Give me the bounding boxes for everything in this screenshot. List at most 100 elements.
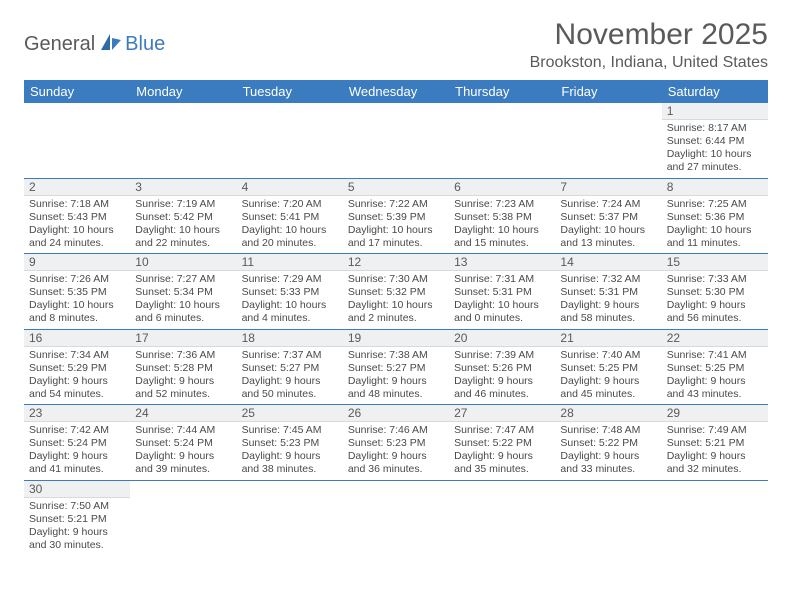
day-content: Sunrise: 7:48 AMSunset: 5:22 PMDaylight:… (555, 422, 661, 480)
week-row: 2Sunrise: 7:18 AMSunset: 5:43 PMDaylight… (24, 178, 768, 254)
day-content: Sunrise: 7:23 AMSunset: 5:38 PMDaylight:… (449, 196, 555, 254)
day-content: Sunrise: 7:41 AMSunset: 5:25 PMDaylight:… (662, 347, 768, 405)
day-number: 18 (237, 330, 343, 347)
day-cell: 16Sunrise: 7:34 AMSunset: 5:29 PMDayligh… (24, 329, 130, 405)
header: General Blue November 2025 Brookston, In… (24, 18, 768, 72)
day-cell: 17Sunrise: 7:36 AMSunset: 5:28 PMDayligh… (130, 329, 236, 405)
day-content: Sunrise: 7:50 AMSunset: 5:21 PMDaylight:… (24, 498, 130, 556)
day-number: 20 (449, 330, 555, 347)
day-number: 5 (343, 179, 449, 196)
day-cell (343, 480, 449, 555)
weekday-header-row: Sunday Monday Tuesday Wednesday Thursday… (24, 80, 768, 103)
day-cell: 11Sunrise: 7:29 AMSunset: 5:33 PMDayligh… (237, 254, 343, 330)
day-number: 26 (343, 405, 449, 422)
day-number: 21 (555, 330, 661, 347)
day-number: 19 (343, 330, 449, 347)
day-content: Sunrise: 7:32 AMSunset: 5:31 PMDaylight:… (555, 271, 661, 329)
day-number: 2 (24, 179, 130, 196)
day-number: 14 (555, 254, 661, 271)
day-cell (555, 103, 661, 178)
weekday-header: Tuesday (237, 80, 343, 103)
day-cell: 2Sunrise: 7:18 AMSunset: 5:43 PMDaylight… (24, 178, 130, 254)
day-number: 9 (24, 254, 130, 271)
day-cell (130, 480, 236, 555)
day-number: 6 (449, 179, 555, 196)
day-cell (237, 480, 343, 555)
day-cell: 13Sunrise: 7:31 AMSunset: 5:31 PMDayligh… (449, 254, 555, 330)
day-content: Sunrise: 7:44 AMSunset: 5:24 PMDaylight:… (130, 422, 236, 480)
week-row: 9Sunrise: 7:26 AMSunset: 5:35 PMDaylight… (24, 254, 768, 330)
day-cell (130, 103, 236, 178)
weekday-header: Friday (555, 80, 661, 103)
day-content: Sunrise: 7:18 AMSunset: 5:43 PMDaylight:… (24, 196, 130, 254)
day-cell: 14Sunrise: 7:32 AMSunset: 5:31 PMDayligh… (555, 254, 661, 330)
day-cell (449, 103, 555, 178)
day-number: 25 (237, 405, 343, 422)
logo-text-2: Blue (125, 33, 165, 56)
day-cell: 29Sunrise: 7:49 AMSunset: 5:21 PMDayligh… (662, 405, 768, 481)
day-number: 27 (449, 405, 555, 422)
week-row: 16Sunrise: 7:34 AMSunset: 5:29 PMDayligh… (24, 329, 768, 405)
day-number: 15 (662, 254, 768, 271)
day-number: 28 (555, 405, 661, 422)
day-content: Sunrise: 7:42 AMSunset: 5:24 PMDaylight:… (24, 422, 130, 480)
title-block: November 2025 Brookston, Indiana, United… (530, 18, 768, 72)
day-number: 4 (237, 179, 343, 196)
day-cell: 19Sunrise: 7:38 AMSunset: 5:27 PMDayligh… (343, 329, 449, 405)
day-cell: 24Sunrise: 7:44 AMSunset: 5:24 PMDayligh… (130, 405, 236, 481)
weekday-header: Thursday (449, 80, 555, 103)
day-number: 12 (343, 254, 449, 271)
day-content: Sunrise: 7:46 AMSunset: 5:23 PMDaylight:… (343, 422, 449, 480)
day-cell: 3Sunrise: 7:19 AMSunset: 5:42 PMDaylight… (130, 178, 236, 254)
day-number: 30 (24, 481, 130, 498)
day-cell: 26Sunrise: 7:46 AMSunset: 5:23 PMDayligh… (343, 405, 449, 481)
day-content: Sunrise: 7:19 AMSunset: 5:42 PMDaylight:… (130, 196, 236, 254)
day-cell: 15Sunrise: 7:33 AMSunset: 5:30 PMDayligh… (662, 254, 768, 330)
day-content: Sunrise: 7:37 AMSunset: 5:27 PMDaylight:… (237, 347, 343, 405)
day-content: Sunrise: 7:29 AMSunset: 5:33 PMDaylight:… (237, 271, 343, 329)
day-content: Sunrise: 7:34 AMSunset: 5:29 PMDaylight:… (24, 347, 130, 405)
day-cell (662, 480, 768, 555)
day-cell: 21Sunrise: 7:40 AMSunset: 5:25 PMDayligh… (555, 329, 661, 405)
day-number: 16 (24, 330, 130, 347)
day-cell: 27Sunrise: 7:47 AMSunset: 5:22 PMDayligh… (449, 405, 555, 481)
week-row: 23Sunrise: 7:42 AMSunset: 5:24 PMDayligh… (24, 405, 768, 481)
day-content: Sunrise: 7:22 AMSunset: 5:39 PMDaylight:… (343, 196, 449, 254)
day-cell: 8Sunrise: 7:25 AMSunset: 5:36 PMDaylight… (662, 178, 768, 254)
weekday-header: Saturday (662, 80, 768, 103)
day-content: Sunrise: 7:26 AMSunset: 5:35 PMDaylight:… (24, 271, 130, 329)
day-number: 11 (237, 254, 343, 271)
day-cell: 7Sunrise: 7:24 AMSunset: 5:37 PMDaylight… (555, 178, 661, 254)
day-number: 23 (24, 405, 130, 422)
day-content: Sunrise: 7:47 AMSunset: 5:22 PMDaylight:… (449, 422, 555, 480)
day-content: Sunrise: 8:17 AMSunset: 6:44 PMDaylight:… (662, 120, 768, 178)
day-number: 24 (130, 405, 236, 422)
day-number: 17 (130, 330, 236, 347)
day-content: Sunrise: 7:27 AMSunset: 5:34 PMDaylight:… (130, 271, 236, 329)
day-cell (24, 103, 130, 178)
day-cell: 10Sunrise: 7:27 AMSunset: 5:34 PMDayligh… (130, 254, 236, 330)
day-content: Sunrise: 7:45 AMSunset: 5:23 PMDaylight:… (237, 422, 343, 480)
day-cell: 18Sunrise: 7:37 AMSunset: 5:27 PMDayligh… (237, 329, 343, 405)
logo-text-1: General (24, 33, 95, 56)
day-cell: 1Sunrise: 8:17 AMSunset: 6:44 PMDaylight… (662, 103, 768, 178)
day-content: Sunrise: 7:40 AMSunset: 5:25 PMDaylight:… (555, 347, 661, 405)
sail-icon (99, 32, 123, 57)
day-cell: 25Sunrise: 7:45 AMSunset: 5:23 PMDayligh… (237, 405, 343, 481)
day-number: 29 (662, 405, 768, 422)
day-content: Sunrise: 7:38 AMSunset: 5:27 PMDaylight:… (343, 347, 449, 405)
day-cell: 9Sunrise: 7:26 AMSunset: 5:35 PMDaylight… (24, 254, 130, 330)
day-number: 10 (130, 254, 236, 271)
day-number: 7 (555, 179, 661, 196)
day-content: Sunrise: 7:31 AMSunset: 5:31 PMDaylight:… (449, 271, 555, 329)
week-row: 1Sunrise: 8:17 AMSunset: 6:44 PMDaylight… (24, 103, 768, 178)
day-cell: 22Sunrise: 7:41 AMSunset: 5:25 PMDayligh… (662, 329, 768, 405)
location: Brookston, Indiana, United States (530, 54, 768, 72)
day-cell: 20Sunrise: 7:39 AMSunset: 5:26 PMDayligh… (449, 329, 555, 405)
day-number: 22 (662, 330, 768, 347)
day-cell (555, 480, 661, 555)
day-cell: 30Sunrise: 7:50 AMSunset: 5:21 PMDayligh… (24, 480, 130, 555)
day-cell: 23Sunrise: 7:42 AMSunset: 5:24 PMDayligh… (24, 405, 130, 481)
day-cell: 12Sunrise: 7:30 AMSunset: 5:32 PMDayligh… (343, 254, 449, 330)
calendar-table: Sunday Monday Tuesday Wednesday Thursday… (24, 80, 768, 555)
